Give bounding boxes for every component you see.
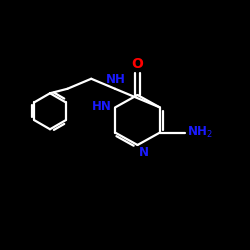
Text: NH: NH bbox=[106, 73, 126, 86]
Text: NH$_2$: NH$_2$ bbox=[187, 125, 213, 140]
Text: HN: HN bbox=[92, 100, 112, 113]
Text: N: N bbox=[139, 146, 149, 159]
Text: O: O bbox=[132, 56, 143, 70]
